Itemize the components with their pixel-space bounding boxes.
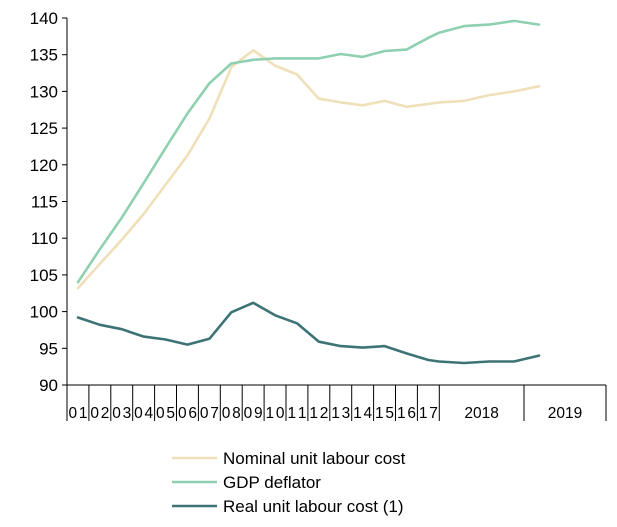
y-tick-label: 100 — [30, 303, 58, 322]
y-tick-label: 110 — [31, 229, 58, 248]
x-tick-label: 12 — [309, 405, 328, 422]
x-tick-label: 06 — [178, 405, 197, 422]
x-tick-label: 05 — [156, 405, 175, 422]
x-tick-label: 10 — [266, 405, 285, 422]
y-tick-label: 95 — [39, 339, 58, 358]
x-tick-label: 03 — [112, 405, 131, 422]
x-tick-label: 13 — [331, 405, 350, 422]
x-tick-label: 2019 — [548, 405, 582, 422]
x-tick-label: 14 — [353, 405, 372, 422]
legend-label: Nominal unit labour cost — [223, 449, 406, 468]
x-tick-label: 11 — [287, 405, 306, 422]
legend: Nominal unit labour cost GDP deflator Real… — [172, 449, 406, 516]
x-tick-label: 02 — [90, 405, 109, 422]
y-tick-label: 115 — [31, 193, 58, 212]
x-tick-label: 17 — [419, 405, 438, 422]
legend-label: GDP deflator — [223, 473, 321, 492]
legend-label: Real unit labour cost (1) — [223, 497, 403, 516]
y-tick-label: 135 — [30, 46, 58, 65]
x-tick-label: 07 — [200, 405, 219, 422]
series-line-1 — [76, 48, 541, 290]
x-tick-label: 16 — [397, 405, 416, 422]
x-tick-label: 01 — [68, 405, 87, 422]
y-tick-label: 140 — [30, 9, 58, 28]
y-tick-label: 125 — [30, 119, 58, 138]
y-tick-label: 105 — [30, 266, 58, 285]
series-line-2 — [76, 19, 541, 284]
x-tick-label: 2018 — [464, 405, 498, 422]
y-tick-label: 130 — [30, 82, 58, 101]
y-tick-label: 90 — [39, 376, 58, 395]
y-tick-label: 120 — [30, 156, 58, 175]
x-tick-label: 04 — [134, 405, 153, 422]
x-tick-label: 15 — [375, 405, 394, 422]
series-line-3 — [76, 301, 541, 365]
x-tick-label: 08 — [222, 405, 241, 422]
series-lines — [76, 19, 541, 365]
x-tick-label: 09 — [244, 405, 263, 422]
